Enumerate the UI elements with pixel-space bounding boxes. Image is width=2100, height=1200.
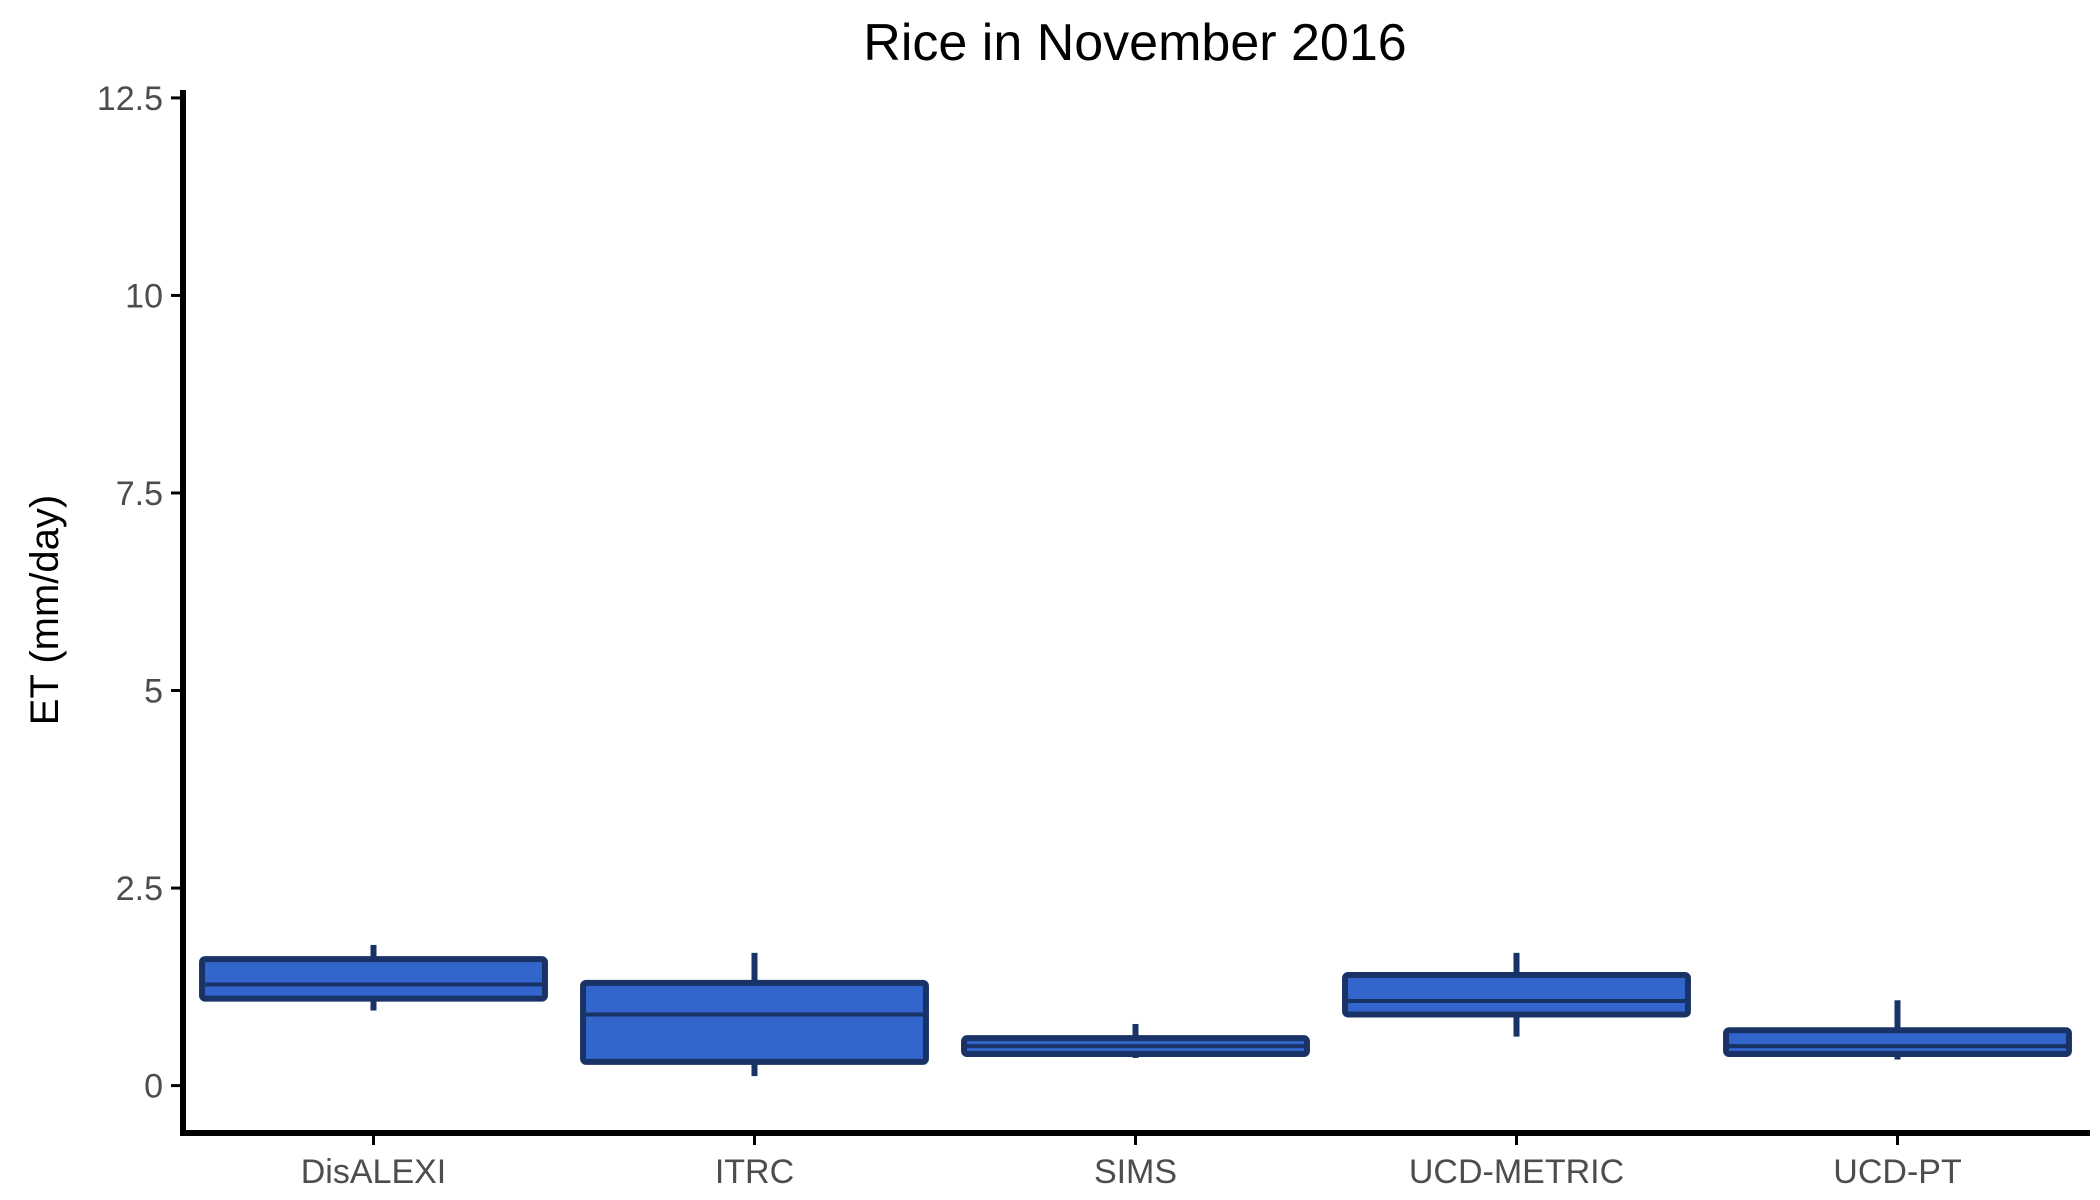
x-tick-label: SIMS: [1094, 1153, 1177, 1191]
y-axis-label: ET (mm/day): [23, 495, 67, 725]
boxes-layer: [199, 944, 2072, 1077]
y-tick-label: 5: [144, 673, 163, 711]
y-axis-ticks: 0 2.5 5 7.5 10 12.5: [97, 80, 183, 1106]
x-tick-label: ITRC: [715, 1153, 794, 1191]
y-tick-label: 10: [125, 277, 163, 315]
y-tick-label: 2.5: [116, 870, 163, 908]
x-tick-label: DisALEXI: [301, 1153, 447, 1191]
x-tick-label: UCD-METRIC: [1409, 1153, 1624, 1191]
box-sims: [961, 1023, 1310, 1058]
box-body: [580, 979, 929, 1065]
y-tick-label: 12.5: [97, 80, 163, 118]
box-body: [199, 956, 548, 1002]
box-body: [1723, 1027, 2072, 1057]
box-ucd-pt: [1723, 1000, 2072, 1060]
box-itrc: [580, 952, 929, 1077]
x-axis-ticks: DisALEXI ITRC SIMS UCD-METRIC UCD-PT: [301, 1133, 1962, 1191]
x-tick-label: UCD-PT: [1833, 1153, 1961, 1191]
y-tick-label: 7.5: [116, 475, 163, 513]
box-disalexi: [199, 944, 548, 1011]
box-ucd-metric: [1342, 952, 1691, 1037]
y-tick-label: 0: [144, 1068, 163, 1106]
box-body: [1342, 971, 1691, 1018]
chart-title: Rice in November 2016: [863, 14, 1406, 72]
